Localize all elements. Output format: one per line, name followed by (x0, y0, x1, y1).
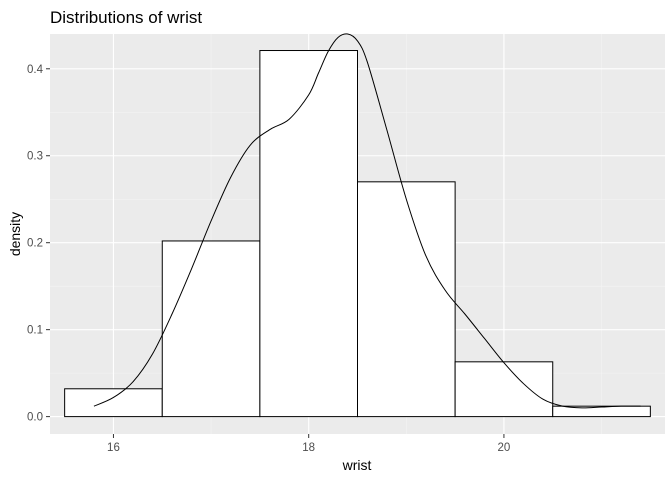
histogram-bar-3 (259, 50, 358, 418)
density-curve (93, 33, 641, 409)
y-tick-label: 0.1 (27, 325, 43, 337)
histogram-bar-2 (161, 240, 261, 418)
x-tick-label: 18 (302, 442, 315, 454)
axes: 16 18 20 0.0 0.1 0.2 0.3 0.4 (27, 64, 510, 454)
histogram-bar-1 (64, 388, 163, 418)
y-tick-label: 0.3 (27, 151, 43, 163)
y-tick-label: 0.4 (27, 64, 44, 76)
histogram-bar-4 (357, 181, 456, 418)
y-tick-label: 0.2 (27, 238, 43, 250)
x-tick-label: 16 (107, 442, 120, 454)
x-tick-label: 20 (498, 442, 511, 454)
x-axis-title: wrist (342, 457, 372, 473)
chart-title: Distributions of wrist (50, 8, 202, 27)
histogram-bar-6 (552, 405, 651, 418)
y-axis-title: density (7, 212, 23, 256)
y-tick-label: 0.0 (27, 412, 43, 424)
histogram-bars (64, 50, 651, 418)
histogram-bar-5 (454, 361, 554, 418)
